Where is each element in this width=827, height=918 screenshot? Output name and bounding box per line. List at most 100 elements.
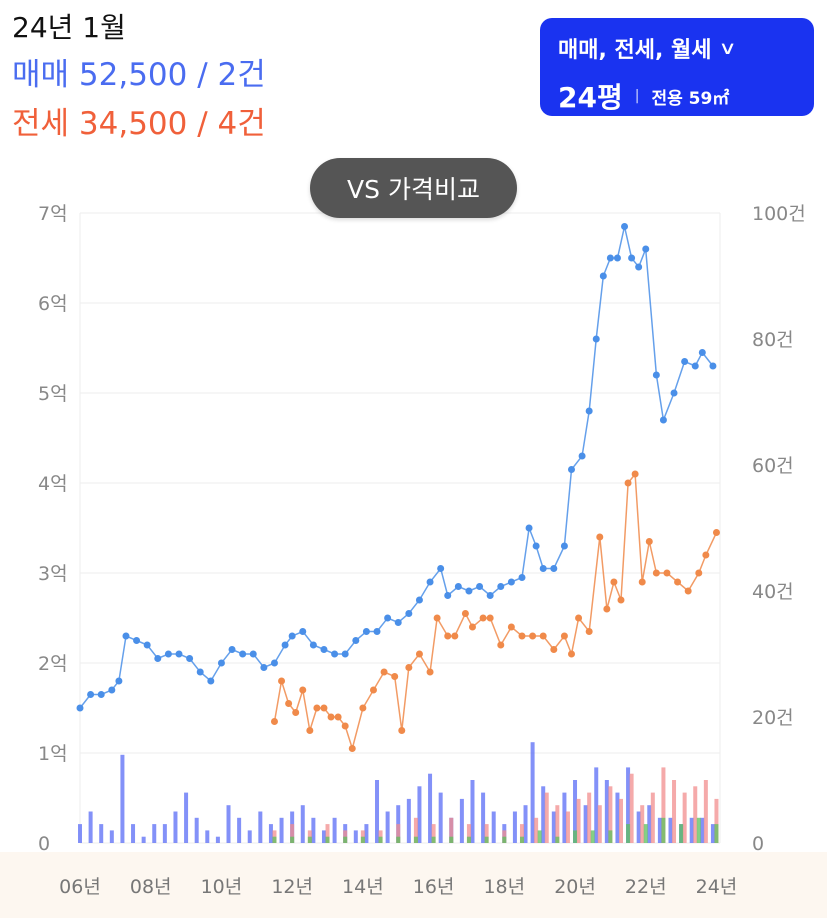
volume-bar-sale	[300, 805, 305, 843]
volume-bar-jeonse	[640, 805, 645, 843]
volume-bar-wolse	[661, 817, 666, 843]
x-tick-label: 18년	[483, 876, 525, 898]
data-point-sale	[362, 628, 370, 635]
volume-bar-jeonse	[449, 817, 454, 843]
data-point-jeonse	[334, 713, 342, 721]
data-point-sale	[518, 574, 526, 581]
data-point-sale	[550, 565, 558, 572]
data-point-sale	[186, 655, 194, 662]
data-point-jeonse	[575, 614, 583, 622]
volume-bar-sale	[152, 824, 157, 843]
volume-bar-jeonse	[587, 792, 592, 843]
data-point-sale	[352, 637, 360, 644]
data-point-jeonse	[529, 632, 537, 640]
filter-dropdown-button[interactable]: 매매, 전세, 월세 ∨ 24평 | 전용 59㎡	[540, 18, 814, 116]
data-point-sale	[621, 223, 629, 230]
volume-bar-sale	[131, 824, 136, 843]
data-point-jeonse	[391, 673, 399, 680]
volume-bar-sale	[88, 811, 93, 843]
y-left-tick-label: 5억	[38, 383, 68, 405]
data-point-sale	[270, 659, 278, 667]
volume-bar-jeonse	[413, 817, 418, 843]
volume-bar-sale	[173, 811, 178, 843]
data-point-jeonse	[359, 704, 367, 712]
data-point-sale	[217, 659, 225, 667]
price-summary: 24년 1월 매매 52,500 / 2건 전세 34,500 / 4건	[12, 14, 266, 140]
volume-bar-wolse	[307, 836, 312, 843]
x-axis-band	[0, 852, 827, 918]
volume-bar-sale	[459, 798, 464, 843]
volume-bar-jeonse	[325, 824, 330, 843]
data-point-sale	[606, 254, 614, 262]
summary-period: 24년 1월	[12, 11, 126, 44]
volume-bar-sale	[99, 824, 104, 843]
volume-bar-sale	[523, 805, 528, 843]
data-point-jeonse	[684, 587, 692, 595]
data-point-jeonse	[631, 470, 639, 478]
data-point-jeonse	[451, 632, 459, 640]
data-point-sale	[599, 272, 607, 280]
volume-bar-jeonse	[661, 767, 666, 843]
data-point-sale	[659, 416, 667, 424]
data-point-sale	[164, 650, 172, 658]
data-point-jeonse	[278, 677, 286, 685]
volume-bar-wolse	[714, 824, 719, 843]
data-point-jeonse	[645, 538, 653, 545]
volume-bar-sale	[332, 817, 337, 843]
volume-bar-sale	[162, 824, 167, 843]
data-point-jeonse	[306, 727, 314, 734]
data-point-sale	[154, 655, 162, 662]
data-point-jeonse	[596, 533, 604, 541]
vs-compare-button[interactable]: VS 가격비교	[310, 158, 517, 218]
data-point-sale	[87, 691, 95, 698]
volume-bar-wolse	[449, 836, 454, 843]
volume-bar-jeonse	[672, 780, 677, 843]
volume-bar-sale	[530, 742, 535, 843]
volume-bar-jeonse	[466, 824, 471, 843]
y-left-tick-label: 4억	[38, 473, 68, 495]
filter-types-label: 매매, 전세, 월세	[558, 38, 712, 63]
y-right-tick-label: 0	[752, 833, 764, 855]
data-point-jeonse	[518, 632, 526, 640]
filter-pyeong: 24평	[558, 81, 623, 114]
volume-bar-sale	[636, 811, 641, 843]
volume-bar-sale	[710, 824, 715, 843]
data-point-jeonse	[468, 623, 476, 631]
data-point-jeonse	[695, 569, 703, 577]
data-point-sale	[444, 592, 452, 599]
data-point-sale	[426, 578, 434, 586]
data-point-jeonse	[341, 722, 349, 730]
data-point-sale	[525, 524, 533, 532]
data-point-sale	[454, 583, 462, 590]
y-left-tick-label: 0	[38, 833, 50, 855]
data-point-jeonse	[652, 569, 660, 577]
volume-bar-jeonse	[290, 824, 295, 843]
volume-bar-wolse	[378, 836, 383, 843]
data-point-sale	[133, 637, 141, 644]
data-point-sale	[97, 691, 105, 698]
volume-bar-jeonse	[650, 792, 655, 843]
volume-bar-jeonse	[555, 805, 560, 843]
volume-bar-sale	[321, 830, 326, 843]
volume-bar-sale	[311, 817, 316, 843]
data-point-sale	[341, 650, 349, 658]
data-point-sale	[539, 565, 547, 572]
filter-separator: |	[634, 88, 640, 104]
data-point-jeonse	[702, 551, 710, 559]
volume-bar-sale	[583, 805, 588, 843]
volume-bar-sale	[689, 817, 694, 843]
x-tick-label: 14년	[342, 876, 384, 898]
volume-bar-sale	[438, 792, 443, 843]
volume-bar-jeonse	[544, 792, 549, 843]
volume-bar-wolse	[272, 836, 277, 843]
volume-bar-sale	[700, 817, 705, 843]
data-point-sale	[207, 677, 215, 685]
volume-bar-sale	[512, 811, 517, 843]
series-line-sale	[79, 226, 714, 709]
volume-bar-wolse	[626, 824, 631, 843]
y-left-tick-label: 6억	[38, 293, 68, 315]
data-point-sale	[175, 650, 183, 658]
x-tick-label: 06년	[59, 876, 101, 898]
volume-bar-wolse	[325, 836, 330, 843]
y-right-tick-label: 20건	[752, 707, 794, 729]
